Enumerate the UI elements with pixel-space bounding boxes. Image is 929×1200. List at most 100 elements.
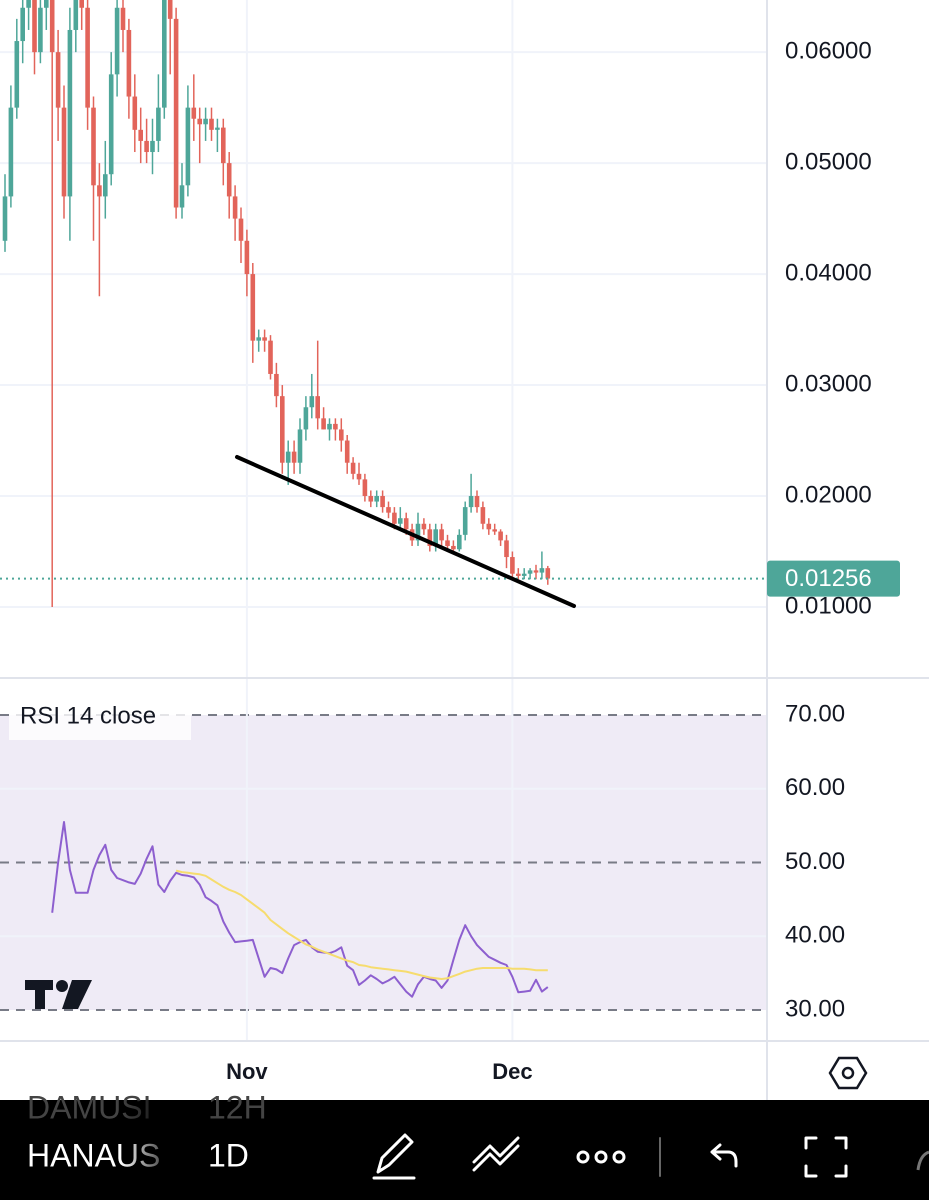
candle-body bbox=[120, 7, 126, 30]
candle-body bbox=[162, 0, 167, 108]
candle-body bbox=[439, 529, 444, 541]
candle-body bbox=[8, 107, 14, 197]
candle-body bbox=[433, 529, 438, 546]
candle-body bbox=[356, 473, 362, 480]
candle-body bbox=[451, 545, 456, 550]
candle-body bbox=[256, 337, 261, 341]
candle-body bbox=[167, 0, 173, 19]
candle-body bbox=[173, 18, 179, 208]
draw-button[interactable] bbox=[372, 1133, 416, 1180]
y-tick-label: 0.03000 bbox=[785, 370, 872, 397]
toolbar-icons bbox=[372, 1133, 848, 1180]
candle-body bbox=[238, 218, 244, 241]
candle-body bbox=[26, 0, 31, 8]
time-grid bbox=[245, 0, 514, 1040]
candle-body bbox=[462, 507, 468, 535]
y-tick-label: 0.05000 bbox=[785, 148, 872, 175]
settings-button[interactable] bbox=[828, 1056, 868, 1090]
candle-body bbox=[209, 118, 214, 130]
candle-body bbox=[150, 140, 155, 153]
y-tick-label: 0.06000 bbox=[785, 37, 872, 64]
indicator-title[interactable]: RSI 14 close bbox=[20, 702, 156, 729]
logo bbox=[25, 980, 92, 1009]
legend-bg bbox=[9, 698, 191, 740]
y-tick-label: 0.02000 bbox=[785, 481, 872, 508]
symbol-fade bbox=[120, 1100, 180, 1200]
candle-body bbox=[398, 518, 403, 524]
candle-body bbox=[457, 534, 462, 550]
trend-line bbox=[235, 455, 576, 608]
interval[interactable]: 1D bbox=[208, 1137, 249, 1173]
candle-body bbox=[291, 451, 297, 463]
candle-body bbox=[392, 512, 397, 524]
candle-body bbox=[374, 496, 379, 502]
candle-body bbox=[268, 340, 273, 374]
y-tick-label: 60.00 bbox=[785, 774, 845, 801]
candle-body bbox=[138, 129, 143, 141]
candle-body bbox=[309, 396, 315, 408]
candle-body bbox=[285, 451, 291, 463]
indicator-button[interactable] bbox=[472, 1136, 520, 1172]
candle-body bbox=[498, 531, 503, 541]
candle-body bbox=[480, 507, 486, 524]
candle-body bbox=[32, 0, 37, 53]
candle-body bbox=[226, 163, 232, 197]
candle-body bbox=[97, 185, 102, 197]
y-tick-label: 50.00 bbox=[785, 848, 845, 875]
candle-body bbox=[533, 570, 539, 573]
candle-body bbox=[368, 496, 374, 502]
rsi-line bbox=[51, 821, 549, 998]
candle-body bbox=[297, 429, 303, 463]
candle-body bbox=[415, 523, 421, 541]
candle-body bbox=[521, 573, 527, 576]
candle-body bbox=[44, 0, 49, 8]
candle-body bbox=[468, 496, 474, 508]
candle-body bbox=[232, 196, 238, 219]
candle-body bbox=[344, 440, 350, 463]
candle-body bbox=[427, 529, 433, 546]
candle-body bbox=[250, 274, 256, 341]
candle-body bbox=[132, 96, 138, 130]
candle-body bbox=[197, 118, 202, 125]
candle-body bbox=[179, 185, 185, 208]
candle-body bbox=[516, 573, 521, 576]
candle-body bbox=[244, 240, 250, 275]
candle-body bbox=[61, 107, 67, 197]
candle-body bbox=[221, 127, 226, 164]
candle-body bbox=[144, 140, 149, 153]
rsi-lines bbox=[51, 821, 549, 998]
interval[interactable]: 12H bbox=[208, 1089, 267, 1125]
candle-body bbox=[510, 557, 515, 574]
candle-body bbox=[49, 0, 55, 53]
more-button[interactable] bbox=[576, 1150, 626, 1164]
candle-body bbox=[185, 107, 191, 186]
candle-body bbox=[527, 570, 533, 574]
candle-body bbox=[14, 41, 20, 108]
candle-body bbox=[315, 396, 320, 419]
candle-body bbox=[321, 418, 326, 430]
candle-body bbox=[539, 568, 545, 573]
candle-body bbox=[262, 337, 267, 341]
candle-body bbox=[103, 174, 108, 197]
undo-button[interactable] bbox=[710, 1143, 738, 1168]
candle-body bbox=[492, 529, 497, 532]
fullscreen-button[interactable] bbox=[804, 1136, 848, 1178]
rsi-ma-line bbox=[175, 869, 548, 980]
candle-body bbox=[126, 29, 132, 97]
candle-body bbox=[67, 29, 73, 197]
candle-body bbox=[38, 7, 43, 53]
candle-body bbox=[156, 107, 161, 141]
candle-body bbox=[114, 7, 120, 75]
rsi-grid bbox=[0, 714, 767, 1011]
y-tick-label: 0.01000 bbox=[785, 592, 872, 619]
candle-body bbox=[108, 74, 114, 175]
last-price-label: 0.01256 bbox=[785, 565, 872, 592]
candle-body bbox=[327, 423, 332, 430]
candle-body bbox=[386, 507, 391, 513]
candle-body bbox=[333, 423, 338, 430]
candle-body bbox=[55, 52, 61, 108]
price-axis: 0.01000 0.02000 0.03000 0.04000 0.05000 0.060… bbox=[785, 37, 872, 619]
candle-body bbox=[79, 0, 84, 8]
